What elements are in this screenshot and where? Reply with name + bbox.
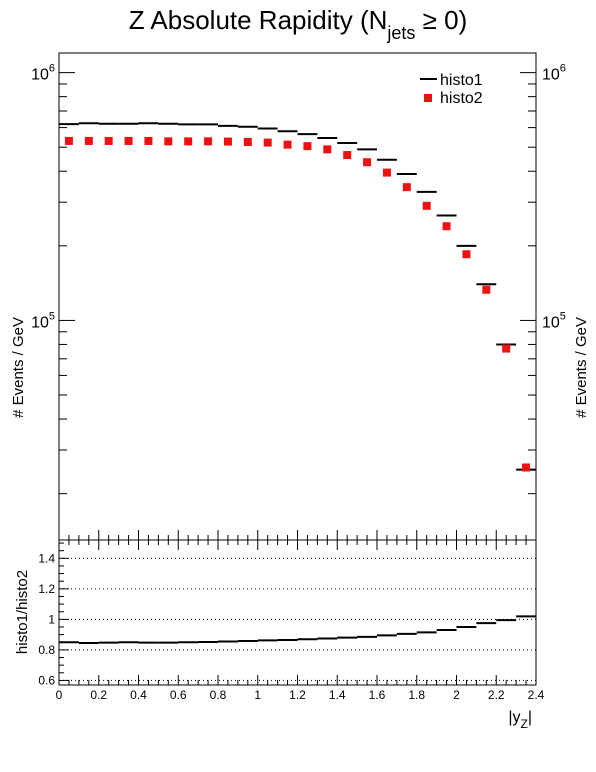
top-x-ticks xyxy=(58,530,537,540)
chart-title-sub: jets xyxy=(386,23,415,43)
x-tick-label: 0 xyxy=(56,688,63,702)
ratio-y-tick-label: 0.8 xyxy=(38,643,55,657)
x-axis-label: |yZ| xyxy=(508,709,532,731)
ratio-y-ticks: 0.6 0.8 1 1.2 1.4 xyxy=(38,542,69,687)
histo2-point xyxy=(84,136,93,145)
top-y-tick-label-right: 106 xyxy=(542,63,566,84)
legend-histo1-label: histo1 xyxy=(440,72,483,89)
histo2-point xyxy=(482,285,491,294)
histo2-point xyxy=(223,137,232,146)
histo2-point xyxy=(323,145,332,154)
bottom-pad: 0.6 0.8 1 1.2 1.4 0 0.2 0.4 0.6 0.8 1 1.2 1.4 1.6 1.8… xyxy=(14,539,545,731)
x-axis-label-main: |y xyxy=(508,709,520,726)
series-ratio xyxy=(59,615,536,645)
ratio-y-tick-label: 1.2 xyxy=(38,582,55,596)
histo2-point xyxy=(382,168,391,177)
top-y-tick-label-left: 106 xyxy=(31,63,55,84)
top-plot-frame xyxy=(58,52,537,541)
series-histo2 xyxy=(64,136,531,472)
x-tick-label: 0.2 xyxy=(90,688,107,702)
x-tick-label: 0.4 xyxy=(130,688,147,702)
x-tick-label: 1 xyxy=(254,688,261,702)
histo2-point xyxy=(442,222,451,231)
top-y-axis-label: # Events / GeV xyxy=(10,317,27,418)
x-tick-label: 1.8 xyxy=(408,688,425,702)
histo2-point xyxy=(402,183,411,192)
histo2-point xyxy=(64,136,73,145)
x-tick-label: 2.2 xyxy=(488,688,505,702)
histo2-point xyxy=(124,136,133,145)
top-y-tick-label-left: 105 xyxy=(31,310,55,331)
histo2-point xyxy=(422,201,431,210)
histo2-point xyxy=(204,137,213,146)
histo2-point xyxy=(502,344,511,353)
ratio-gridlines xyxy=(59,557,536,681)
ratio-x-ticks: 0 0.2 0.4 0.6 0.8 1 1.2 1.4 1.6 1.8 2 2.2 2.4 xyxy=(56,540,545,702)
histo2-point xyxy=(283,140,292,149)
x-tick-label: 0.6 xyxy=(170,688,187,702)
top-pad: 105 105 106 106 # Events / GeV # Events / G… xyxy=(10,52,590,541)
chart-title-tail: ≥ 0) xyxy=(415,5,467,35)
histo2-point xyxy=(522,463,531,472)
x-tick-label: 0.8 xyxy=(210,688,227,702)
histo2-point xyxy=(144,136,153,145)
histo2-point xyxy=(104,136,113,145)
histo2-point xyxy=(303,142,312,151)
histo2-point xyxy=(343,151,352,160)
legend-histo2-marker xyxy=(424,94,432,102)
ratio-y-tick-label: 1 xyxy=(48,612,55,626)
x-tick-label: 1.2 xyxy=(289,688,306,702)
histo2-point xyxy=(243,137,252,146)
x-axis-label-tail: | xyxy=(528,709,532,726)
histo2-point xyxy=(462,250,471,259)
ratio-y-tick-label: 0.6 xyxy=(38,673,55,687)
histo2-point xyxy=(363,158,372,167)
chart-title-main: Z Absolute Rapidity (N xyxy=(129,5,388,35)
legend-histo2-label: histo2 xyxy=(440,90,483,107)
histo2-point xyxy=(164,137,173,146)
top-y-axis-label-right: # Events / GeV xyxy=(573,317,590,418)
x-axis-label-sub: Z xyxy=(521,717,528,731)
x-tick-label: 2.4 xyxy=(528,688,545,702)
top-y-ticks: 105 105 106 106 xyxy=(31,63,566,495)
x-tick-label: 1.6 xyxy=(369,688,386,702)
chart-title: Z Absolute Rapidity (Njets ≥ 0) xyxy=(129,5,468,43)
ratio-plot-frame xyxy=(58,539,537,686)
histo2-point xyxy=(184,137,193,146)
x-tick-label: 2 xyxy=(453,688,460,702)
legend: histo1 histo2 xyxy=(420,72,483,107)
series-histo1 xyxy=(59,122,536,471)
histo2-point xyxy=(263,138,272,147)
ratio-y-axis-label: histo1/histo2 xyxy=(14,570,31,654)
ratio-y-tick-label: 1.4 xyxy=(38,551,55,565)
x-tick-label: 1.4 xyxy=(329,688,346,702)
top-y-tick-label-right: 105 xyxy=(542,310,566,331)
